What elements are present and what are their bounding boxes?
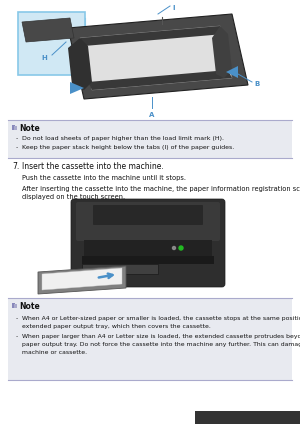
Text: paper output tray. Do not force the cassette into the machine any further. This : paper output tray. Do not force the cass…: [22, 342, 300, 347]
Text: B: B: [254, 81, 259, 87]
Polygon shape: [38, 266, 126, 294]
Text: Insert the cassette into the machine.: Insert the cassette into the machine.: [22, 162, 164, 171]
Polygon shape: [42, 268, 122, 290]
FancyBboxPatch shape: [14, 126, 16, 130]
Polygon shape: [22, 18, 74, 42]
FancyBboxPatch shape: [82, 256, 214, 264]
Circle shape: [172, 246, 176, 249]
Polygon shape: [82, 264, 158, 274]
FancyBboxPatch shape: [12, 303, 15, 308]
Text: Note: Note: [19, 302, 40, 311]
Text: machine or cassette.: machine or cassette.: [22, 350, 87, 355]
Text: extended paper output tray, which then covers the cassette.: extended paper output tray, which then c…: [22, 324, 211, 329]
FancyBboxPatch shape: [76, 202, 220, 241]
Text: When A4 or Letter-sized paper or smaller is loaded, the cassette stops at the sa: When A4 or Letter-sized paper or smaller…: [22, 316, 300, 321]
Text: Do not load sheets of paper higher than the load limit mark (H).: Do not load sheets of paper higher than …: [22, 136, 224, 141]
Polygon shape: [212, 26, 232, 78]
Polygon shape: [68, 38, 92, 90]
Text: After inserting the cassette into the machine, the paper information registratio: After inserting the cassette into the ma…: [22, 186, 300, 192]
FancyBboxPatch shape: [8, 120, 292, 158]
Polygon shape: [226, 66, 238, 78]
FancyBboxPatch shape: [12, 125, 15, 130]
Polygon shape: [80, 26, 232, 90]
Text: -: -: [16, 334, 18, 339]
FancyBboxPatch shape: [8, 298, 292, 380]
Text: H: H: [41, 55, 47, 61]
Text: displayed on the touch screen.: displayed on the touch screen.: [22, 194, 125, 200]
Text: Keep the paper stack height below the tabs (I) of the paper guides.: Keep the paper stack height below the ta…: [22, 145, 234, 150]
FancyBboxPatch shape: [93, 205, 203, 225]
Polygon shape: [68, 14, 248, 99]
FancyBboxPatch shape: [195, 411, 300, 424]
Text: 7.: 7.: [12, 162, 19, 171]
Text: -: -: [16, 136, 18, 141]
Text: I: I: [172, 5, 175, 11]
Text: A: A: [149, 112, 155, 118]
FancyBboxPatch shape: [14, 304, 16, 308]
Text: -: -: [16, 145, 18, 150]
Polygon shape: [70, 82, 84, 94]
Polygon shape: [88, 70, 232, 90]
Circle shape: [179, 246, 183, 250]
Text: When paper larger than A4 or Letter size is loaded, the extended cassette protru: When paper larger than A4 or Letter size…: [22, 334, 300, 339]
FancyBboxPatch shape: [71, 199, 225, 287]
Text: Note: Note: [19, 124, 40, 133]
Text: -: -: [16, 316, 18, 321]
FancyBboxPatch shape: [18, 12, 85, 75]
FancyBboxPatch shape: [84, 240, 212, 256]
Text: Push the cassette into the machine until it stops.: Push the cassette into the machine until…: [22, 175, 186, 181]
Polygon shape: [80, 26, 224, 46]
